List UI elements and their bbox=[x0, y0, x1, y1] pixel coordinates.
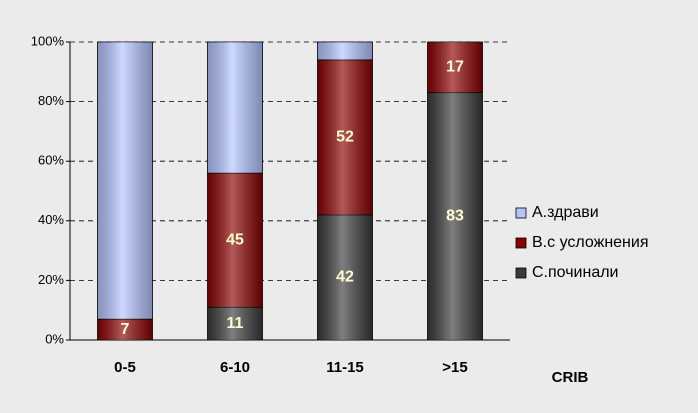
legend-swatch bbox=[515, 207, 527, 219]
y-tick-label: 40% bbox=[38, 212, 64, 227]
x-tick-label: 6-10 bbox=[220, 359, 250, 376]
legend-swatch bbox=[515, 267, 527, 279]
y-tick-label: 80% bbox=[38, 93, 64, 108]
value-label: 83 bbox=[446, 208, 464, 225]
y-tick-label: 60% bbox=[38, 153, 64, 168]
bar-shine bbox=[207, 173, 263, 308]
value-label: 17 bbox=[446, 59, 464, 76]
x-tick-label: >15 bbox=[442, 359, 467, 376]
bar-shine bbox=[97, 319, 153, 340]
bar-shine bbox=[207, 42, 263, 174]
legend-label: А.здрави bbox=[532, 204, 599, 221]
bar-shine bbox=[317, 42, 373, 60]
bar-shine bbox=[317, 59, 373, 215]
bar-shine bbox=[207, 307, 263, 340]
y-tick-label: 20% bbox=[38, 272, 64, 287]
value-label: 7 bbox=[121, 321, 130, 338]
y-tick-label: 100% bbox=[31, 33, 65, 48]
bar-shine bbox=[97, 42, 153, 320]
value-label: 42 bbox=[336, 269, 354, 286]
x-tick-label: 11-15 bbox=[326, 359, 364, 376]
value-label: 52 bbox=[336, 129, 354, 146]
legend-swatch bbox=[515, 237, 527, 249]
legend-label: С.починали bbox=[532, 264, 619, 281]
legend-label: В.с усложнения bbox=[532, 234, 649, 251]
bar-shine bbox=[427, 42, 483, 93]
value-label: 11 bbox=[227, 315, 244, 332]
bar-shine bbox=[317, 214, 373, 340]
value-label: 45 bbox=[226, 231, 244, 248]
x-axis-label: CRIB bbox=[552, 369, 589, 386]
bar-shine bbox=[427, 92, 483, 340]
y-tick-label: 0% bbox=[45, 331, 64, 346]
x-tick-label: 0-5 bbox=[114, 359, 136, 376]
